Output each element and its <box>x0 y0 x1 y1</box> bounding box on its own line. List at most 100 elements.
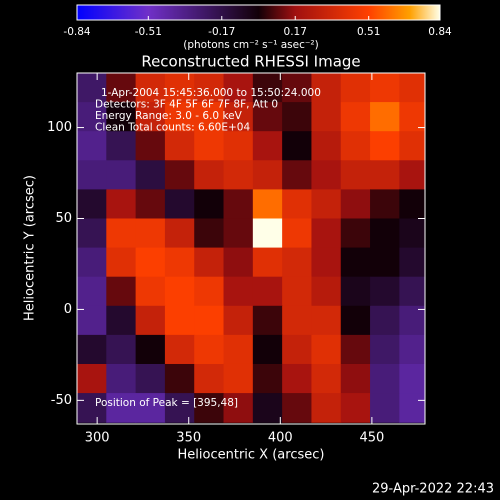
x-tick-label: 450 <box>359 431 384 446</box>
heatmap-cell <box>311 305 342 336</box>
heatmap-cell <box>106 160 137 190</box>
heatmap-cell <box>223 276 254 307</box>
heatmap-cell <box>370 393 400 423</box>
heatmap-cell <box>370 102 400 132</box>
heatmap-cell <box>164 276 195 307</box>
heatmap-cell <box>194 305 225 336</box>
heatmap-cell <box>77 160 107 190</box>
heatmap-cell <box>311 334 342 365</box>
heatmap-cell <box>370 247 400 278</box>
heatmap-cell <box>252 305 283 336</box>
heatmap-cell <box>223 160 254 190</box>
colorbar-label: (photons cm⁻² s⁻¹ asec⁻²) <box>183 39 318 51</box>
heatmap-cell <box>135 276 166 307</box>
heatmap-cell <box>223 393 254 423</box>
heatmap-cell <box>135 73 166 103</box>
heatmap-cell <box>340 276 371 307</box>
heatmap-cell <box>340 363 371 394</box>
heatmap <box>77 73 425 423</box>
heatmap-cell <box>194 102 225 132</box>
heatmap-cell <box>223 363 254 394</box>
heatmap-cell <box>252 218 283 249</box>
heatmap-cell <box>135 160 166 190</box>
heatmap-cell <box>135 334 166 365</box>
heatmap-cell <box>282 276 313 307</box>
heatmap-cell <box>252 334 283 365</box>
heatmap-cell <box>399 393 425 423</box>
heatmap-cell <box>399 102 425 132</box>
heatmap-cell <box>370 334 400 365</box>
x-tick-label: 400 <box>268 431 293 446</box>
heatmap-cell <box>164 305 195 336</box>
heatmap-cell <box>77 393 107 423</box>
heatmap-cell <box>252 102 283 132</box>
heatmap-cell <box>252 160 283 190</box>
colorbar-tick-label: -0.51 <box>135 26 162 38</box>
heatmap-cell <box>252 131 283 161</box>
y-tick-label: 0 <box>64 302 72 317</box>
y-tick-label: 100 <box>47 120 72 135</box>
heatmap-cell <box>399 276 425 307</box>
heatmap-cell <box>194 276 225 307</box>
heatmap-cell <box>106 305 137 336</box>
heatmap-cell <box>282 102 313 132</box>
heatmap-cell <box>106 131 137 161</box>
heatmap-cell <box>311 218 342 249</box>
heatmap-cell <box>164 247 195 278</box>
colorbar-tick-label: 0.51 <box>357 26 380 38</box>
y-tick-label: -50 <box>51 393 72 408</box>
heatmap-cell <box>399 305 425 336</box>
heatmap-cell <box>282 393 313 423</box>
heatmap-cell <box>252 189 283 220</box>
heatmap-cell <box>370 189 400 220</box>
heatmap-cell <box>340 218 371 249</box>
heatmap-cell <box>370 131 400 161</box>
heatmap-cell <box>399 73 425 103</box>
x-tick-label: 350 <box>176 431 201 446</box>
heatmap-cell <box>77 276 107 307</box>
heatmap-cell <box>340 160 371 190</box>
heatmap-cell <box>135 393 166 423</box>
heatmap-cell <box>340 189 371 220</box>
y-axis-label: Heliocentric Y (arcsec) <box>23 175 38 321</box>
heatmap-cell <box>399 218 425 249</box>
colorbar-tick-label: -0.84 <box>63 26 90 38</box>
heatmap-cell <box>282 73 313 103</box>
heatmap-cell <box>370 73 400 103</box>
heatmap-cell <box>223 218 254 249</box>
heatmap-cell <box>164 131 195 161</box>
chart-title: Reconstructed RHESSI Image <box>141 53 360 71</box>
heatmap-cell <box>106 393 137 423</box>
colorbar <box>76 4 441 21</box>
heatmap-cell <box>340 131 371 161</box>
heatmap-cell <box>282 131 313 161</box>
heatmap-cell <box>282 189 313 220</box>
y-tick-label: 50 <box>55 211 72 226</box>
heatmap-cell <box>223 305 254 336</box>
heatmap-cell <box>223 334 254 365</box>
heatmap-cell <box>223 131 254 161</box>
heatmap-cell <box>77 363 107 394</box>
heatmap-cell <box>311 160 342 190</box>
heatmap-cell <box>282 247 313 278</box>
heatmap-cell <box>311 247 342 278</box>
heatmap-cell <box>370 363 400 394</box>
heatmap-cell <box>311 363 342 394</box>
heatmap-cell <box>311 189 342 220</box>
heatmap-cell <box>77 247 107 278</box>
plot-frame <box>76 72 426 425</box>
heatmap-cell <box>252 393 283 423</box>
heatmap-cell <box>340 334 371 365</box>
heatmap-cell <box>399 334 425 365</box>
heatmap-cell <box>77 218 107 249</box>
heatmap-cell <box>223 189 254 220</box>
heatmap-cell <box>164 73 195 103</box>
heatmap-cell <box>135 189 166 220</box>
heatmap-cell <box>340 73 371 103</box>
heatmap-cell <box>77 334 107 365</box>
heatmap-cell <box>194 189 225 220</box>
heatmap-cell <box>282 305 313 336</box>
heatmap-cell <box>282 218 313 249</box>
peak-annotation: Position of Peak = [395,48] <box>95 397 238 409</box>
